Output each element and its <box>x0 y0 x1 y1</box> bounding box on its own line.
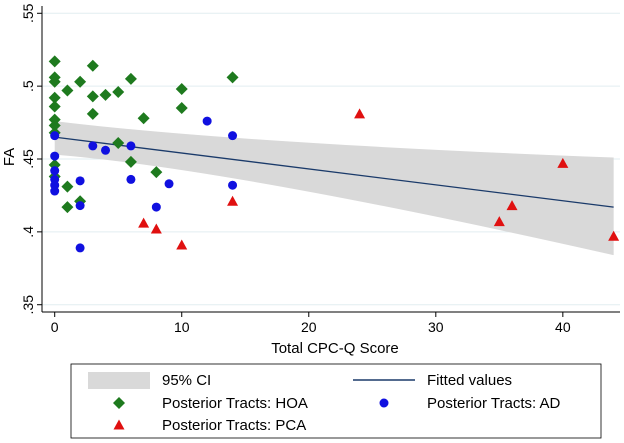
data-point-pca <box>493 216 505 227</box>
legend-label-ci: 95% CI <box>162 372 211 389</box>
data-point-ad <box>50 186 60 196</box>
data-point-ad <box>126 174 136 184</box>
y-tick-label: .55 <box>20 3 36 23</box>
legend-label-fitted: Fitted values <box>427 372 512 389</box>
data-point-ad <box>202 116 212 126</box>
data-point-hoa <box>124 72 137 85</box>
data-point-hoa <box>86 90 99 103</box>
plot-area <box>42 12 620 306</box>
data-point-hoa <box>48 91 61 104</box>
x-axis-title: Total CPC-Q Score <box>271 340 399 357</box>
data-point-pca <box>150 223 162 234</box>
y-tick-label: .5 <box>20 80 36 92</box>
data-point-ad <box>75 176 85 186</box>
y-tick-label: .4 <box>20 226 36 238</box>
data-point-ad <box>88 141 98 151</box>
y-tick-label: .35 <box>20 295 36 315</box>
y-axis-title: FA <box>1 148 18 166</box>
data-point-ad <box>126 141 136 151</box>
axes: Total CPC-Q Score FA 0 10 20 30 40 .35 .4 .45 .5… <box>1 3 620 357</box>
data-point-hoa <box>74 75 87 88</box>
legend-key-hoa <box>113 397 125 409</box>
legend-label-pca: Posterior Tracts: PCA <box>162 417 306 434</box>
legend-label-ad: Posterior Tracts: AD <box>427 395 561 412</box>
data-point-ad <box>50 166 60 176</box>
data-point-pca <box>608 230 620 241</box>
x-tick-label: 0 <box>51 319 59 335</box>
data-point-pca <box>227 195 239 206</box>
data-point-ad <box>151 202 161 212</box>
data-point-hoa <box>61 84 74 97</box>
data-point-ad <box>164 179 174 189</box>
x-tick-label: 40 <box>555 319 571 335</box>
legend: 95% CI Fitted values Posterior Tracts: H… <box>70 363 602 439</box>
legend-key-pca <box>113 419 125 430</box>
data-point-pca <box>506 200 518 211</box>
legend-box <box>70 363 602 439</box>
data-point-hoa <box>61 201 74 214</box>
data-point-hoa <box>150 166 163 179</box>
data-point-ad <box>50 131 60 141</box>
data-point-ad <box>75 201 85 211</box>
data-point-hoa <box>48 55 61 68</box>
data-point-pca <box>557 157 569 168</box>
data-point-pca <box>354 108 366 119</box>
data-point-hoa <box>48 100 61 113</box>
data-point-hoa <box>99 88 112 101</box>
x-tick-label: 20 <box>301 319 317 335</box>
legend-key-ad <box>379 398 389 408</box>
data-point-hoa <box>175 102 188 114</box>
data-point-ad <box>75 243 85 253</box>
legend-key-ci <box>88 372 150 389</box>
data-point-pca <box>176 239 188 250</box>
legend-label-hoa: Posterior Tracts: HOA <box>162 395 308 412</box>
data-point-hoa <box>61 180 74 193</box>
data-point-hoa <box>48 75 61 88</box>
x-tick-label: 30 <box>428 319 444 335</box>
x-tick-label: 10 <box>174 319 190 335</box>
data-point-hoa <box>112 85 125 98</box>
data-point-pca <box>138 217 150 228</box>
data-point-ad <box>228 131 238 141</box>
data-point-ad <box>228 180 238 190</box>
data-point-hoa <box>48 119 61 132</box>
data-point-ad <box>101 145 111 155</box>
data-point-hoa <box>137 112 150 125</box>
data-point-ad <box>50 151 60 161</box>
data-point-hoa <box>226 71 239 84</box>
y-tick-label: .45 <box>20 149 36 169</box>
fitted-line <box>54 136 614 208</box>
data-point-hoa <box>124 155 137 168</box>
data-point-hoa <box>112 136 125 149</box>
data-point-hoa <box>86 59 99 72</box>
data-point-hoa <box>86 107 99 120</box>
data-point-hoa <box>175 83 188 96</box>
ci-band <box>54 121 614 256</box>
